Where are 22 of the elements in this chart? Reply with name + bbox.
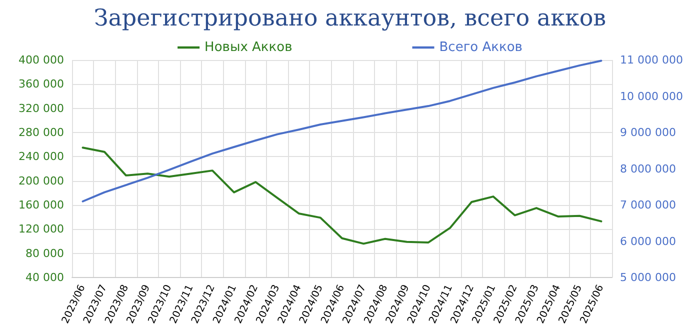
y-tick-label: 320 000 [18, 102, 64, 115]
y-tick-label: 280 000 [18, 126, 64, 140]
y2-tick-label: 7 000 000 [620, 198, 676, 212]
y2-tick-label: 5 000 000 [620, 271, 676, 284]
legend-label: Новых Акков [204, 40, 292, 55]
y-tick-label: 360 000 [18, 78, 64, 91]
y-tick-label: 400 000 [18, 54, 64, 66]
y2-tick-label: 11 000 000 [620, 54, 683, 66]
y2-tick-label: 8 000 000 [620, 162, 676, 176]
y2-tick-label: 10 000 000 [620, 90, 683, 103]
y-tick-label: 80 000 [26, 246, 64, 260]
legend-label: Всего Акков [439, 40, 522, 55]
y2-tick-label: 6 000 000 [620, 234, 676, 248]
y-tick-label: 200 000 [18, 174, 64, 188]
chart-title: Зарегистрировано аккаунтов, всего акков [94, 6, 606, 32]
line-series [82, 60, 602, 202]
y-tick-label: 40 000 [26, 271, 64, 284]
y-tick-label: 160 000 [18, 198, 64, 212]
y2-tick-label: 9 000 000 [620, 126, 676, 140]
y-tick-label: 240 000 [18, 150, 64, 164]
line-series [82, 146, 602, 245]
y-tick-label: 120 000 [18, 222, 64, 236]
